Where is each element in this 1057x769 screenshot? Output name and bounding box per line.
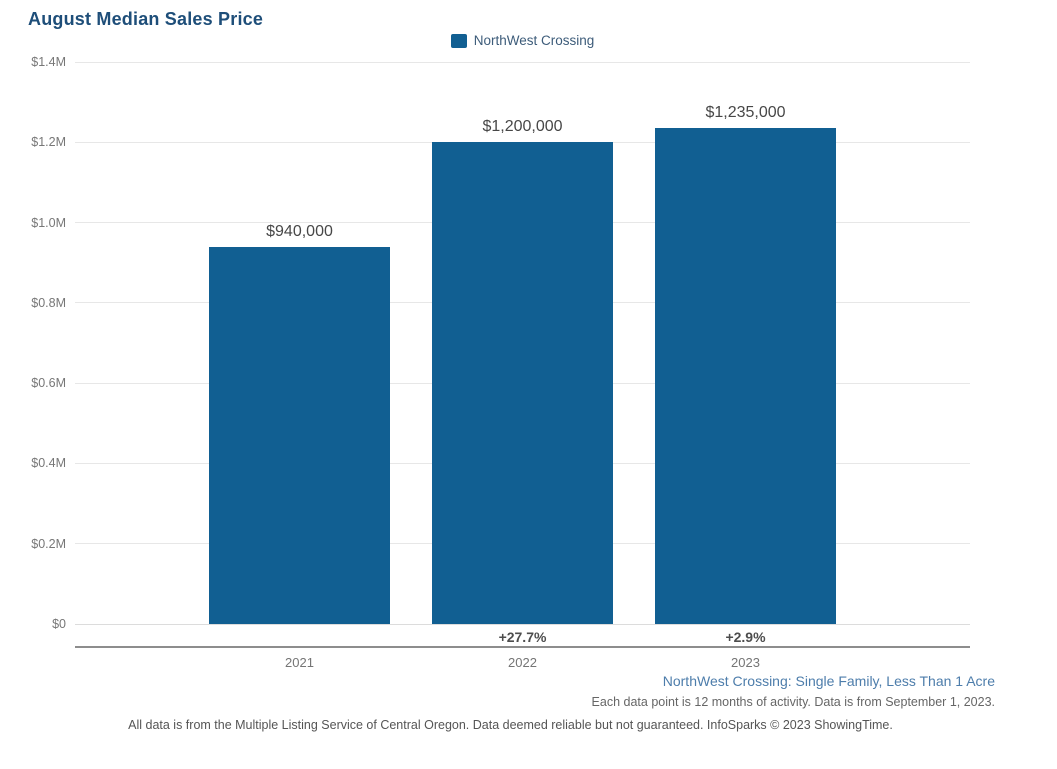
x-axis-label-2022: 2022 xyxy=(508,655,537,670)
bar-group-2021: $940,000 2021 xyxy=(209,62,390,670)
y-axis-tick-label: $1.2M xyxy=(31,135,66,150)
y-axis-tick-label: $0.8M xyxy=(31,295,66,310)
x-axis-line xyxy=(75,646,970,648)
pct-change-label: +2.9% xyxy=(725,629,766,645)
y-axis-tick-label: $1.0M xyxy=(31,215,66,230)
bar-value-label: $940,000 xyxy=(266,222,333,240)
x-axis-label-2021: 2021 xyxy=(285,655,314,670)
legend-swatch-icon xyxy=(450,33,467,48)
chart-title: August Median Sales Price xyxy=(28,9,264,29)
data-period-note: Each data point is 12 months of activity… xyxy=(591,695,995,709)
data-source-disclaimer: All data is from the Multiple Listing Se… xyxy=(128,718,893,732)
series-description-note: NorthWest Crossing: Single Family, Less … xyxy=(662,673,995,689)
bar-2021[interactable]: $940,000 xyxy=(209,223,390,624)
y-axis-tick-label: $0.4M xyxy=(31,456,66,471)
bar-value-label: $1,235,000 xyxy=(705,104,786,122)
chart-legend: NorthWest Crossing xyxy=(75,33,970,48)
bars-row: $940,000 2021 $1,200,000 +27.7% 2022 $1,235,0… xyxy=(75,62,970,670)
bar-group-2022: $1,200,000 +27.7% 2022 xyxy=(432,62,613,670)
x-axis-label-2023: 2023 xyxy=(731,655,760,670)
gridline xyxy=(75,623,970,625)
bar-2023[interactable]: $1,235,000 xyxy=(655,104,836,624)
y-axis-tick-label: $0 xyxy=(52,617,66,631)
legend-series-label: NorthWest Crossing xyxy=(473,33,595,48)
bar-value-label: $1,200,000 xyxy=(482,118,563,136)
gridline xyxy=(75,141,970,143)
pct-change-label: +27.7% xyxy=(498,629,547,645)
y-axis-tick-label: $1.4M xyxy=(31,55,66,69)
gridline xyxy=(75,61,970,63)
bar-2022[interactable]: $1,200,000 xyxy=(432,118,613,624)
plot-area: $940,000 2021 $1,200,000 +27.7% 2022 $1,235,0… xyxy=(31,55,970,670)
y-axis-tick-label: $0.2M xyxy=(31,536,66,551)
y-axis-tick-label: $0.6M xyxy=(31,376,66,391)
bar-group-2023: $1,235,000 +2.9% 2023 xyxy=(655,62,836,670)
